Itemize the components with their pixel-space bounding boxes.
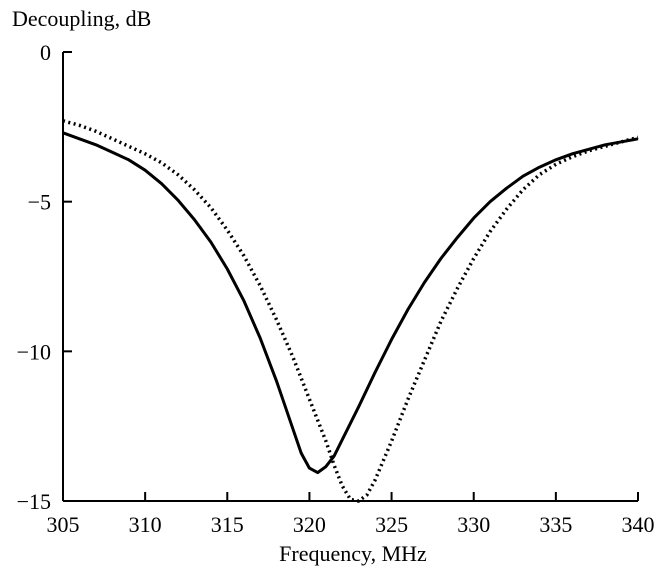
y-tick-label: 0 <box>40 40 51 65</box>
y-axis-title: Decoupling, dB <box>12 6 151 31</box>
y-tick-label: −15 <box>17 489 51 514</box>
x-tick-label: 325 <box>375 512 408 537</box>
x-tick-label: 330 <box>457 512 490 537</box>
y-ticks: 0 −5 −10 −15 <box>17 40 72 514</box>
series-line-solid <box>62 131 639 475</box>
x-axis-title: Frequency, MHz <box>279 541 427 566</box>
x-tick-label: 315 <box>211 512 244 537</box>
x-tick-label: 305 <box>47 512 80 537</box>
x-tick-label: 335 <box>539 512 572 537</box>
y-tick-label: −10 <box>17 339 51 364</box>
series-line-dotted <box>62 119 639 503</box>
series-group <box>62 119 639 503</box>
x-tick-label: 310 <box>129 512 162 537</box>
x-tick-label: 320 <box>293 512 326 537</box>
x-ticks: 305 310 315 320 325 330 335 340 <box>47 492 655 537</box>
y-tick-label: −5 <box>28 190 51 215</box>
plot-area: 305 310 315 320 325 330 335 340 0 −5 −10 −15 <box>17 40 655 537</box>
x-tick-label: 340 <box>622 512 655 537</box>
